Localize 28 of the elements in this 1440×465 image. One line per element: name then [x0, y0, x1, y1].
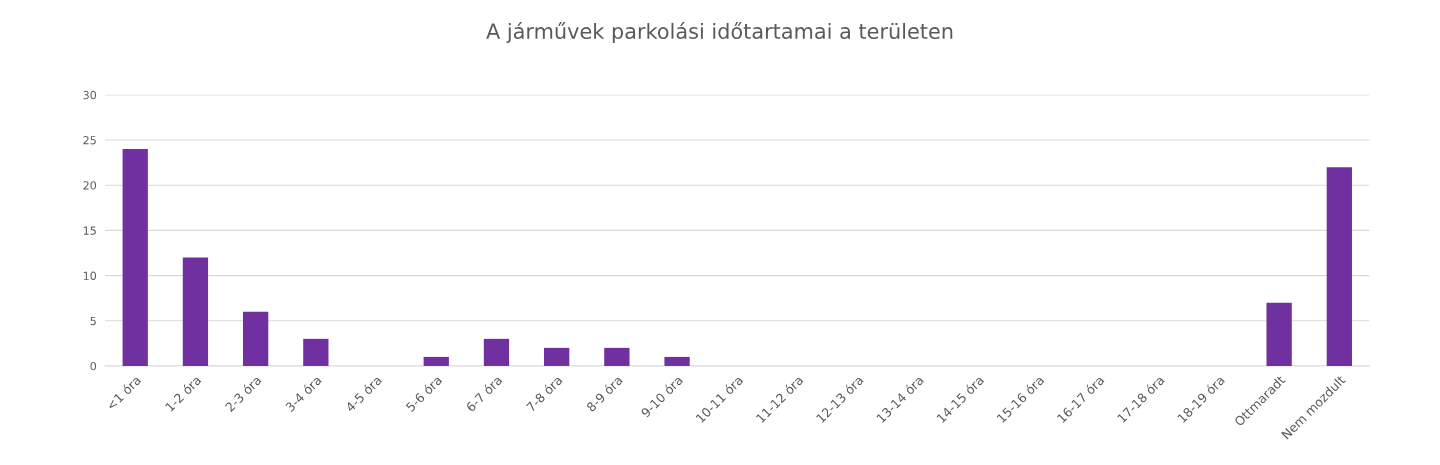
y-tick-label: 5	[90, 316, 96, 326]
bar	[664, 356, 690, 366]
y-tick-label: 10	[83, 271, 97, 280]
x-tick-label: 5-6 óra	[404, 374, 443, 413]
y-tick-label: 25	[83, 136, 96, 145]
x-tick-label: 8-9 óra	[585, 374, 623, 413]
x-tick-label: 6-7 óra	[465, 374, 503, 413]
x-tick-label: <1 óra	[105, 374, 142, 411]
bar	[1326, 167, 1352, 366]
bar	[604, 347, 630, 366]
bar	[182, 257, 209, 366]
chart-title: A járművek parkolási időtartamai a területen	[486, 22, 953, 44]
bar	[544, 347, 570, 366]
y-tick-label: 30	[83, 90, 97, 100]
bar	[303, 338, 329, 366]
bar	[423, 356, 449, 366]
y-tick-label: 20	[83, 181, 97, 190]
y-tick-label: 15	[83, 226, 96, 235]
x-tick-label: 7-8 óra	[525, 374, 563, 413]
bar	[483, 338, 510, 366]
y-tick-label: 0	[90, 361, 97, 371]
x-tick-label: 3-4 óra	[284, 374, 322, 413]
bar	[1266, 302, 1292, 366]
bar	[242, 311, 269, 366]
x-tick-label: 1-2 óra	[164, 374, 202, 412]
x-tick-label: 2-3 óra	[224, 374, 262, 413]
bar	[122, 149, 148, 366]
x-tick-label: 4-5 óra	[344, 374, 383, 413]
